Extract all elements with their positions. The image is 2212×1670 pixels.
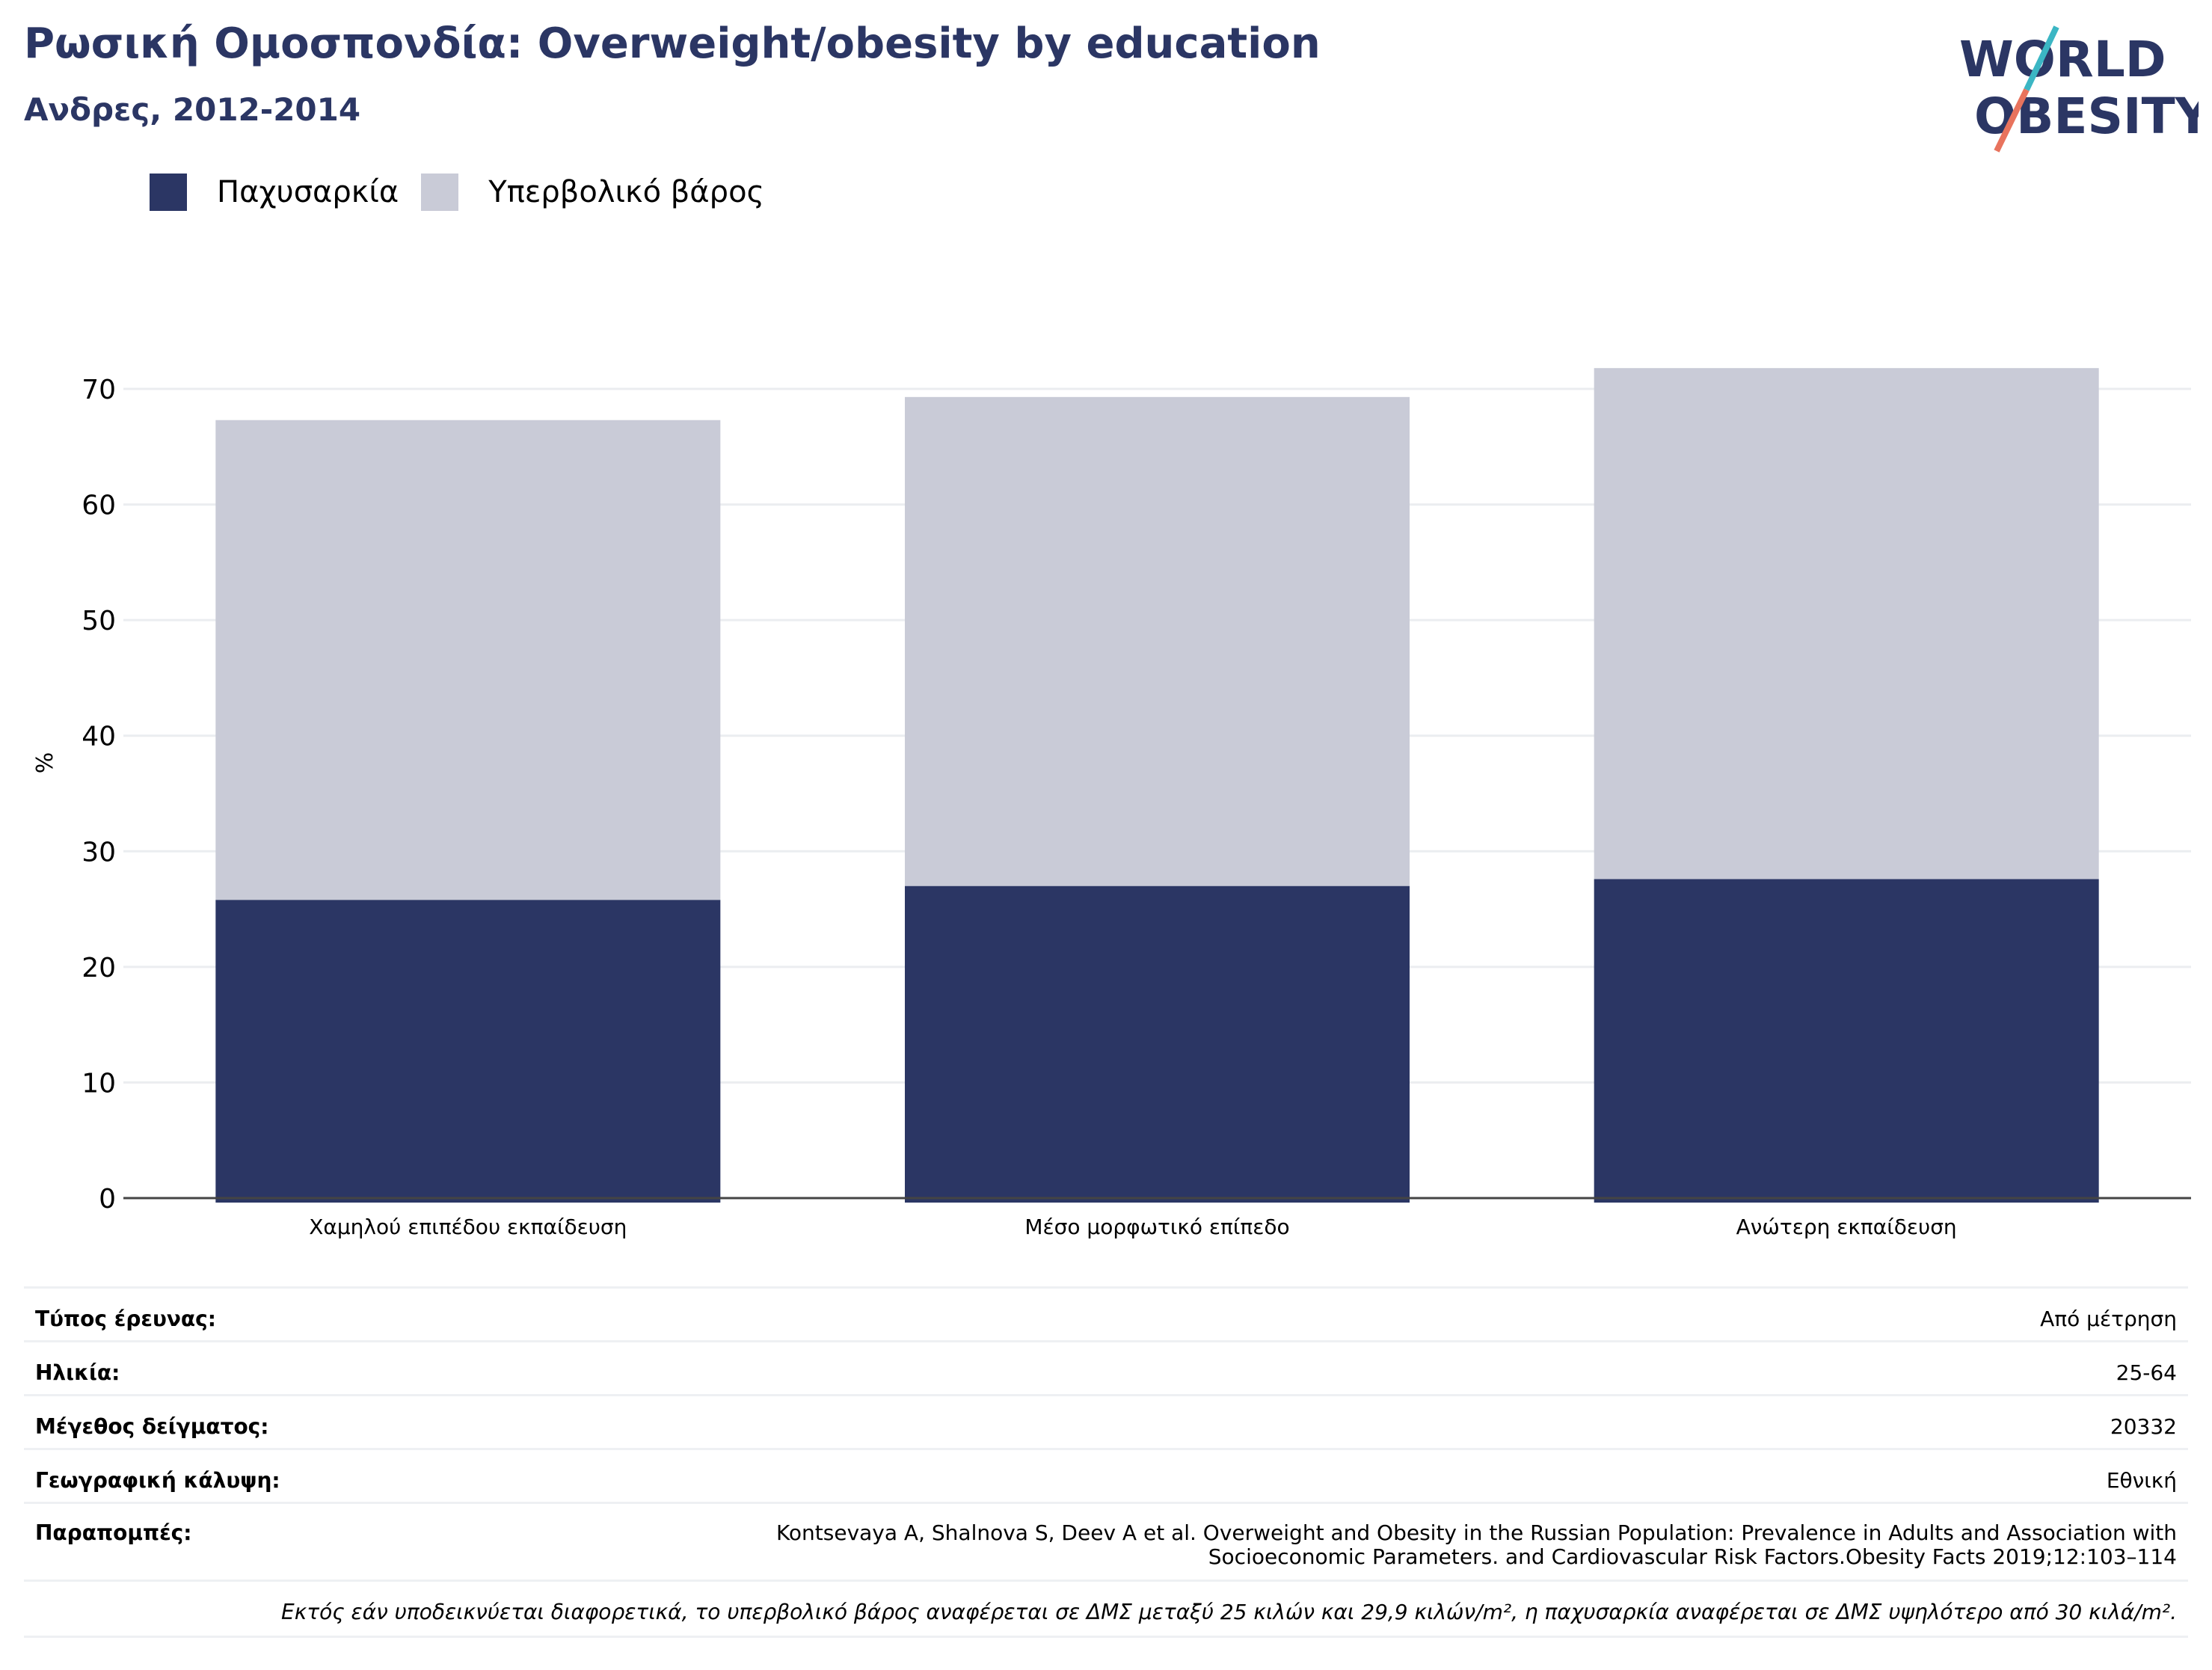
info-value-coverage: Εθνική — [2106, 1468, 2177, 1493]
x-tick-label: Μέσο μορφωτικό επίπεδο — [1024, 1215, 1289, 1239]
legend-label-obesity: Παχυσαρκία — [217, 175, 399, 209]
info-label-survey-type: Τύπος έρευνας: — [35, 1307, 216, 1331]
logo-slash-bottom-icon — [1994, 88, 2030, 153]
legend-swatch-overweight — [421, 174, 459, 211]
y-tick-labels: 0 10 20 30 40 50 60 70 — [82, 375, 116, 1215]
y-tick-label: 40 — [82, 722, 116, 752]
y-tick-label: 10 — [82, 1068, 116, 1099]
info-value-age: 25-64 — [2116, 1360, 2177, 1385]
info-label-coverage: Γεωγραφική κάλυψη: — [35, 1468, 280, 1493]
logo-slash-top-icon — [2024, 25, 2059, 91]
bar-chart: 0 10 20 30 40 50 60 70 Χαμηλού επιπέδου εκπαίδε… — [32, 368, 2191, 1239]
y-tick-label: 60 — [82, 491, 116, 521]
legend-label-overweight: Υπερβολικό βάρος — [488, 175, 765, 209]
info-value-references-line1: Kontsevaya A, Shalnova S, Deev A et al. … — [775, 1520, 2177, 1545]
info-row-survey-type: Τύπος έρευνας: Από μέτρηση — [24, 1286, 2188, 1342]
chart-subtitle: Ανδρες, 2012-2014 — [24, 91, 361, 128]
x-tick-labels: Χαμηλού επιπέδου εκπαίδευση Μέσο μορφωτικ… — [309, 1215, 1956, 1239]
x-tick-label: Ανώτερη εκπαίδευση — [1736, 1215, 1957, 1239]
info-value-survey-type: Από μέτρηση — [2040, 1307, 2177, 1331]
y-axis-label: % — [32, 752, 58, 774]
legend-swatch-obesity — [150, 174, 187, 211]
info-row-sample-size: Μέγεθος δείγματος: 20332 — [24, 1394, 2188, 1450]
x-tick-label: Χαμηλού επιπέδου εκπαίδευση — [309, 1215, 627, 1239]
chart-title: Ρωσική Ομοσπονδία: Overweight/obesity by… — [24, 19, 1321, 68]
bar-overweight[interactable] — [905, 396, 1410, 886]
y-tick-label: 70 — [82, 375, 116, 405]
y-tick-label: 0 — [99, 1184, 116, 1215]
info-label-age: Ηλικία: — [35, 1360, 120, 1385]
info-value-sample-size: 20332 — [2110, 1414, 2177, 1439]
y-tick-label: 50 — [82, 606, 116, 636]
bar-overweight[interactable] — [215, 420, 721, 900]
bars — [215, 368, 2099, 1203]
legend-item-obesity[interactable]: Παχυσαρκία — [150, 174, 399, 211]
world-obesity-logo: WORLD OBESITY — [1959, 25, 2199, 153]
info-row-references: Παραπομπές: Kontsevaya A, Shalnova S, De… — [24, 1502, 2188, 1582]
footnote: Εκτός εάν υποδεικνύεται διαφορετικά, το … — [281, 1600, 2177, 1624]
bar-obesity[interactable] — [905, 885, 1410, 1203]
info-row-footnote: Εκτός εάν υποδεικνύεται διαφορετικά, το … — [24, 1580, 2188, 1638]
legend-item-overweight[interactable]: Υπερβολικό βάρος — [421, 174, 764, 211]
bar-overweight[interactable] — [1594, 368, 2099, 879]
y-tick-label: 20 — [82, 953, 116, 983]
info-row-coverage: Γεωγραφική κάλυψη: Εθνική — [24, 1448, 2188, 1504]
info-row-age: Ηλικία: 25-64 — [24, 1340, 2188, 1396]
info-label-references: Παραπομπές: — [35, 1520, 192, 1545]
y-tick-label: 30 — [82, 837, 116, 868]
info-value-references-line2: Socioeconomic Parameters. and Cardiovasc… — [1208, 1544, 2177, 1569]
legend: Παχυσαρκία Υπερβολικό βάρος — [150, 174, 787, 211]
logo-line1: WORLD — [1959, 31, 2166, 88]
info-label-sample-size: Μέγεθος δείγματος: — [35, 1414, 269, 1439]
bar-obesity[interactable] — [215, 900, 721, 1203]
bar-obesity[interactable] — [1594, 879, 2099, 1203]
